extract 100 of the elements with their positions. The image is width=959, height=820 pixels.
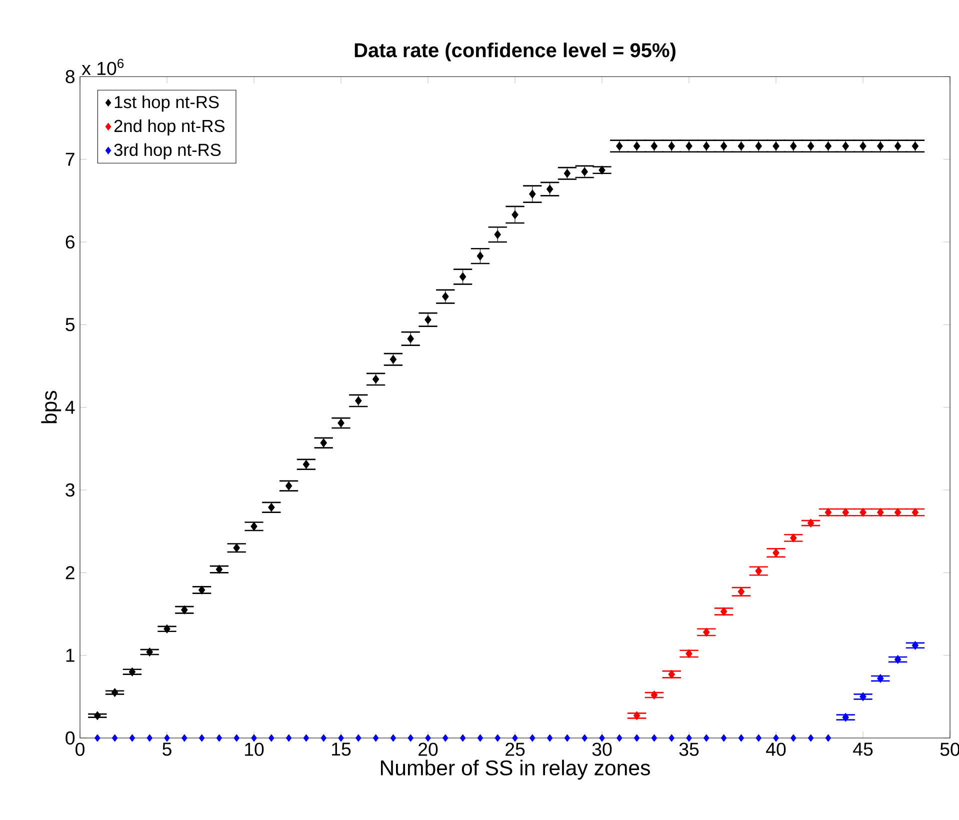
point xyxy=(860,508,866,516)
point xyxy=(877,674,884,683)
point xyxy=(564,169,570,178)
point xyxy=(424,316,432,324)
point xyxy=(755,566,762,576)
point xyxy=(338,418,344,428)
y-tick-label: 8 xyxy=(66,70,74,84)
point xyxy=(738,142,744,150)
point xyxy=(94,712,101,720)
point xyxy=(146,734,152,742)
point xyxy=(842,508,849,516)
point xyxy=(634,734,640,742)
point xyxy=(286,734,292,742)
point xyxy=(790,534,797,542)
point xyxy=(599,734,605,742)
point xyxy=(546,734,553,742)
point xyxy=(564,734,570,742)
y-tick-label: 7 xyxy=(66,152,74,166)
point xyxy=(790,142,797,150)
y-tick-label: 1 xyxy=(66,648,74,662)
point xyxy=(390,734,396,742)
x-tick-label: 5 xyxy=(162,742,172,756)
legend-label: 3rd hop nt-RS xyxy=(114,143,221,160)
point xyxy=(198,586,206,594)
point xyxy=(216,734,222,742)
point xyxy=(668,734,674,742)
point xyxy=(894,142,902,150)
y-axis-title: bps xyxy=(41,390,62,424)
point xyxy=(356,734,362,742)
point xyxy=(460,734,466,742)
point xyxy=(860,692,866,701)
point xyxy=(512,210,518,219)
point xyxy=(616,734,622,742)
point xyxy=(320,734,326,742)
point xyxy=(442,734,448,742)
point xyxy=(825,734,832,742)
point xyxy=(408,734,414,742)
point xyxy=(268,503,275,512)
point xyxy=(477,734,484,742)
legend-label: 2nd hop nt-RS xyxy=(114,119,224,136)
point xyxy=(598,166,606,174)
point xyxy=(146,648,153,656)
point xyxy=(703,628,710,636)
point xyxy=(390,355,396,364)
point xyxy=(842,142,849,150)
point xyxy=(494,230,501,239)
point xyxy=(686,650,692,658)
point xyxy=(877,142,884,150)
point xyxy=(738,734,744,742)
point xyxy=(286,482,292,490)
point xyxy=(476,252,484,260)
point xyxy=(494,734,500,742)
point xyxy=(668,142,675,150)
point xyxy=(112,688,118,697)
point xyxy=(720,142,728,150)
point xyxy=(512,734,518,742)
point xyxy=(616,142,623,150)
point xyxy=(755,142,762,150)
point xyxy=(634,142,640,150)
point xyxy=(651,734,658,742)
point xyxy=(686,734,692,742)
point xyxy=(772,548,780,557)
x-tick-label: 30 xyxy=(592,742,612,756)
x-tick-label: 0 xyxy=(76,742,84,756)
text: x 10$^{6}$ xyxy=(82,58,124,76)
point xyxy=(842,713,849,722)
point xyxy=(164,734,170,742)
y-tick-label: 2 xyxy=(66,566,74,580)
point xyxy=(912,508,918,516)
point xyxy=(703,142,710,150)
point xyxy=(198,734,205,742)
point xyxy=(355,396,362,405)
x-axis-title: Number of SS in relay zones xyxy=(380,760,650,780)
y-tick-label: 5 xyxy=(66,318,75,332)
point xyxy=(216,565,222,574)
point xyxy=(877,508,884,516)
point xyxy=(460,272,466,281)
x-tick-label: 25 xyxy=(506,742,525,756)
point xyxy=(686,142,692,150)
point xyxy=(720,734,727,742)
point xyxy=(860,142,866,150)
y-tick-label: 4 xyxy=(65,400,75,414)
chart-title: Data rate (confidence level = 95%) xyxy=(354,42,676,62)
point xyxy=(894,655,902,664)
point xyxy=(268,734,274,742)
point xyxy=(650,690,658,700)
point xyxy=(912,142,918,150)
point xyxy=(720,607,728,616)
point xyxy=(546,184,554,194)
point xyxy=(164,624,170,634)
x-tick-label: 40 xyxy=(766,742,786,756)
point xyxy=(650,142,658,150)
point xyxy=(233,544,240,552)
point xyxy=(808,734,814,742)
point xyxy=(756,734,762,742)
point xyxy=(302,460,310,469)
point xyxy=(824,142,832,150)
point xyxy=(407,334,414,343)
point xyxy=(338,734,344,742)
y-tick-label: 3 xyxy=(66,483,74,497)
